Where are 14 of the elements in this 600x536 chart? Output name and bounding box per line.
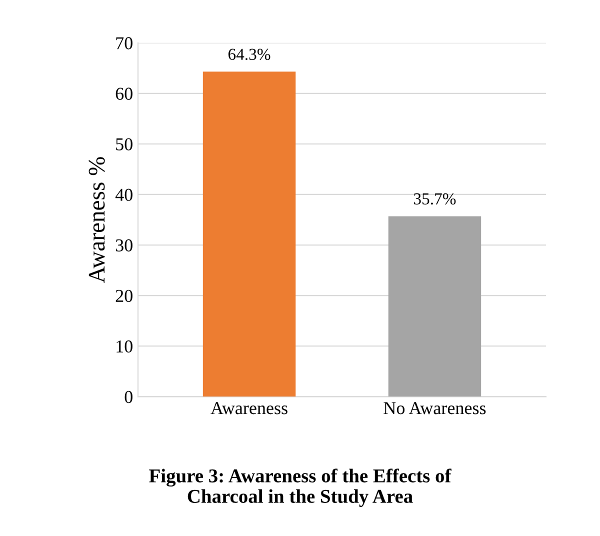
y-tick-label: 70: [116, 37, 132, 50]
y-tick-label: 60: [116, 88, 132, 100]
y-tick-label: 20: [116, 290, 132, 302]
x-tick-label: Awareness: [210, 402, 288, 414]
x-tick-label: No Awareness: [384, 402, 486, 414]
y-tick-label: 30: [116, 239, 132, 252]
y-tick-label: 0: [124, 390, 132, 404]
data-label: 64.3%: [228, 48, 270, 60]
y-tick-label: 40: [115, 188, 132, 201]
text: Figure 3: Awareness of the Effects of Charcoal in the Study Area: [149, 468, 452, 507]
y-tick-label: 50: [116, 138, 132, 150]
y-axis-title: Awareness %: [88, 157, 105, 284]
y-tick-label: 10: [116, 340, 132, 353]
data-label: 35.7%: [414, 193, 456, 205]
